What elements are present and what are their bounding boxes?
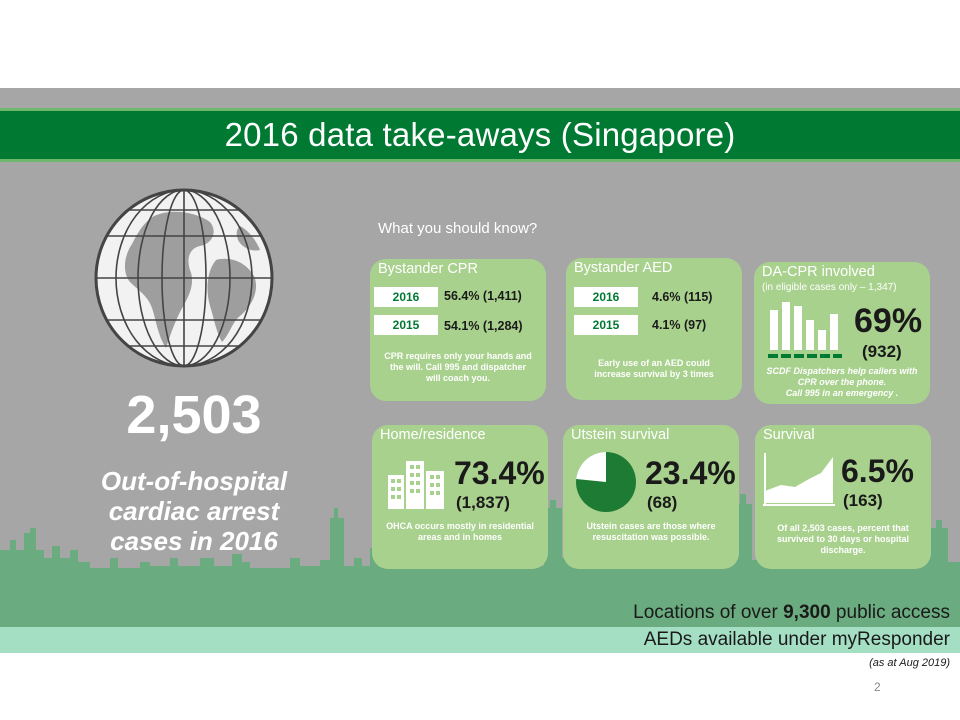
buildings-icon (388, 461, 444, 509)
card-note: OHCA occurs mostly in residential areas … (378, 521, 542, 543)
as-at-date: (as at Aug 2019) (869, 657, 950, 669)
pie-slice (576, 452, 606, 482)
note-line: SCDF Dispatchers help callers with (766, 366, 918, 376)
dacpr-percent: 69% (854, 302, 923, 340)
note-line: Utstein cases are those where (586, 521, 716, 531)
card-note: Of all 2,503 cases, percent that survive… (761, 523, 925, 556)
note-line: the will. Call 995 and dispatcher (389, 362, 527, 372)
card-bystander-aed: Bystander AED 2016 4.6% (115) 2015 4.1% … (566, 258, 742, 400)
card-bystander-cpr: Bystander CPR 2016 56.4% (1,411) 2015 54… (370, 259, 546, 401)
survival-percent: 6.5% (841, 453, 914, 489)
card-dacpr: DA-CPR involved (in eligible cases only … (754, 262, 930, 404)
intro-heading: What you should know? (378, 220, 538, 237)
note-line: CPR over the phone. (797, 377, 887, 387)
footer-text: Locations of over (633, 602, 784, 623)
card-note: SCDF Dispatchers help callers with CPR o… (760, 366, 924, 399)
year-value: 56.4% (1,411) (444, 289, 522, 303)
survival-count: (163) (843, 491, 883, 510)
total-cases-count: 2,503 (126, 385, 262, 445)
note-line: increase survival by 3 times (594, 369, 714, 379)
card-title: Bystander CPR (378, 261, 478, 277)
note-line: OHCA occurs mostly in residential (386, 521, 534, 531)
aed-locations-text: Locations of over 9,300 public access (633, 602, 950, 624)
caption-line: cases in 2016 (110, 526, 278, 556)
note-line: CPR requires only your hands and (384, 351, 532, 361)
card-utstein: Utstein survival 23.4% (68) Utstein case… (563, 425, 739, 569)
aed-count: 9,300 (783, 602, 831, 623)
title-bar: 2016 data take-aways (Singapore) (0, 108, 960, 162)
caption-line: cardiac arrest (108, 496, 280, 526)
note-line: areas and in homes (417, 532, 503, 542)
footer-strip (0, 627, 960, 653)
globe-icon (94, 188, 274, 368)
year-label: 2015 (574, 315, 638, 335)
card-note: Early use of an AED could increase survi… (572, 358, 736, 380)
card-title: Home/residence (380, 427, 486, 443)
year-value: 4.1% (97) (652, 318, 707, 332)
note-line: Of all 2,503 cases, percent that (777, 523, 909, 533)
note-line: discharge. (820, 545, 866, 555)
year-label: 2016 (574, 287, 638, 307)
note-line: survived to 30 days or hospital (776, 534, 910, 544)
card-note: Utstein cases are those where resuscitat… (569, 521, 733, 543)
total-cases-caption: Out-of-hospital cardiac arrest cases in … (48, 466, 340, 556)
card-note: CPR requires only your hands and the wil… (376, 351, 540, 384)
card-title: Bystander AED (574, 260, 673, 276)
year-label: 2015 (374, 315, 438, 335)
card-home: Home/residence 73.4% (1,837) OHCA occurs… (372, 425, 548, 569)
dacpr-count: (932) (862, 342, 902, 361)
caption-line: Out-of-hospital (100, 466, 288, 496)
card-title: Utstein survival (571, 427, 670, 443)
utstein-percent: 23.4% (645, 455, 736, 491)
card-subtitle: (in eligible cases only – 1,347) (762, 282, 897, 293)
home-count: (1,837) (456, 493, 510, 512)
note-line: will coach you. (425, 373, 490, 383)
year-value: 4.6% (115) (652, 290, 713, 304)
bar-chart-icon (768, 302, 842, 358)
year-value: 54.1% (1,284) (444, 319, 523, 333)
footer-text: public access (830, 602, 950, 623)
card-survival: Survival 6.5% (163) Of all 2,503 cases, … (755, 425, 931, 569)
note-line: Early use of an AED could (598, 358, 710, 368)
card-title: Survival (763, 427, 815, 443)
year-label: 2016 (374, 287, 438, 307)
note-line: Call 995 in an emergency . (785, 388, 899, 398)
line-chart-icon (763, 453, 835, 506)
page-title: 2016 data take-aways (Singapore) (224, 116, 736, 153)
pie-chart-icon (576, 452, 636, 512)
card-title: DA-CPR involved (762, 264, 875, 280)
utstein-count: (68) (647, 493, 678, 512)
home-percent: 73.4% (454, 455, 545, 491)
myresponder-text: AEDs available under myResponder (643, 629, 950, 650)
page-number: 2 (874, 680, 881, 694)
note-line: resuscitation was possible. (592, 532, 710, 542)
